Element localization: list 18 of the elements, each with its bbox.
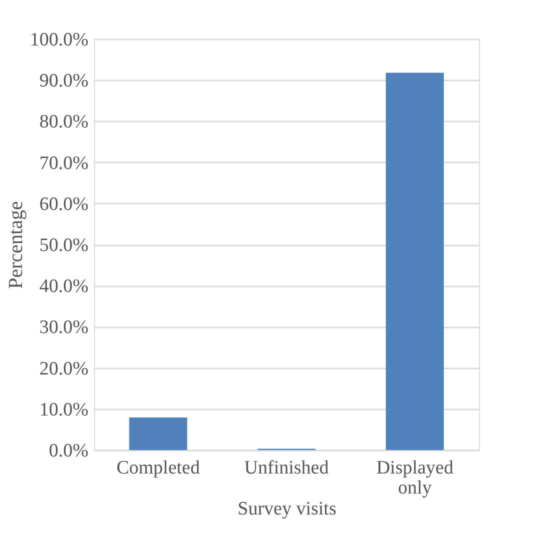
x-tick-label: Unfinished <box>244 458 330 478</box>
y-tick-label: 40.0% <box>39 276 89 298</box>
y-tick-label: 80.0% <box>39 112 89 133</box>
x-tick-label: Completed <box>116 458 200 478</box>
y-tick-label: 0.0% <box>48 440 89 462</box>
y-tick-label: 100.0% <box>30 30 89 50</box>
y-tick-label: 10.0% <box>39 399 89 420</box>
x-axis-title: Survey visits <box>238 498 336 520</box>
x-tick-label: Displayed only <box>376 458 454 498</box>
bar <box>386 72 444 450</box>
bar <box>129 418 188 450</box>
y-tick-label: 90.0% <box>39 70 89 92</box>
y-tick-label: 70.0% <box>39 152 89 174</box>
y-tick-label: 20.0% <box>39 358 89 380</box>
y-tick-label: 60.0% <box>39 194 89 215</box>
y-tick-label: 50.0% <box>39 235 89 256</box>
y-tick-label: 30.0% <box>39 317 89 338</box>
y-axis-title: Percentage <box>4 201 27 289</box>
